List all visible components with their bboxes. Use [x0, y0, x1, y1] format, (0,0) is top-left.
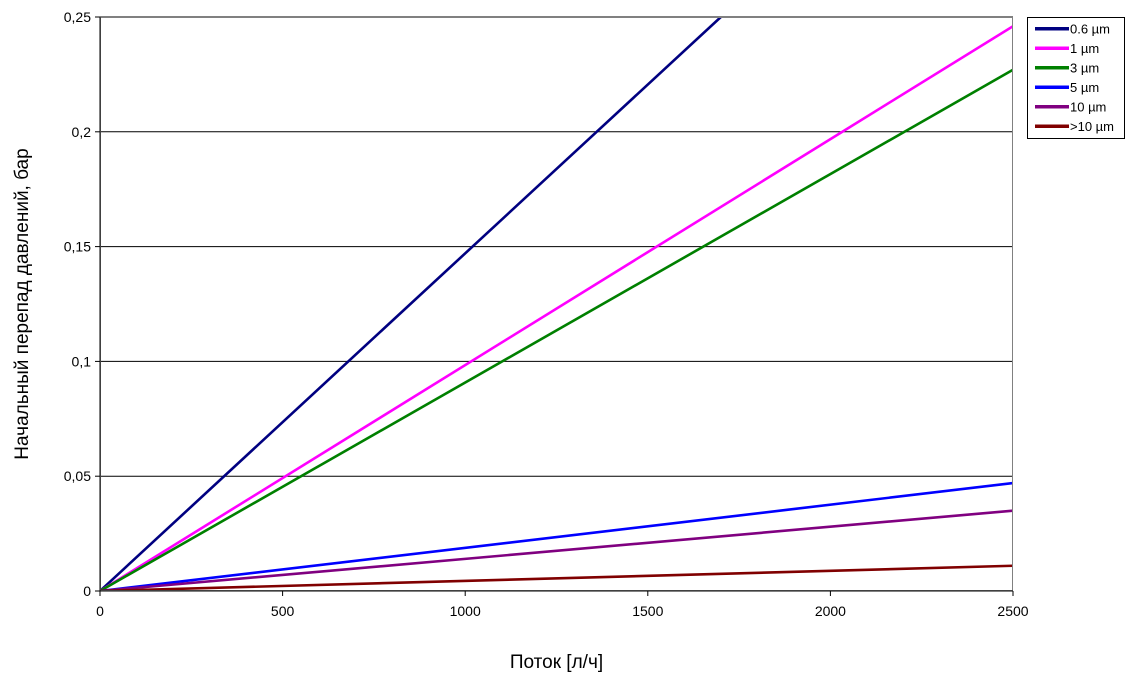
y-tick-label: 0,15	[64, 239, 91, 255]
axes: 0 500 1000 1500 2000 2500 0 0,05 0,1 0,15 0,2 0,25	[64, 9, 1029, 619]
legend-label: 10 µm	[1070, 99, 1106, 114]
legend-label: 3 µm	[1070, 60, 1099, 75]
y-tick-label: 0	[83, 583, 91, 599]
legend: 0.6 µm 1 µm 3 µm 5 µm 10 µm >10 µm	[1027, 17, 1125, 139]
x-tick-label: 0	[96, 603, 104, 619]
x-tick-label: 2000	[815, 603, 846, 619]
legend-label: >10 µm	[1070, 119, 1114, 134]
x-axis-title: Поток [л/ч]	[510, 652, 603, 673]
x-tick-label: 500	[271, 603, 295, 619]
series-line	[100, 564, 1013, 591]
legend-box	[1027, 17, 1125, 139]
legend-label: 5 µm	[1070, 80, 1099, 95]
x-tick-label: 2500	[997, 603, 1028, 619]
legend-label: 0.6 µm	[1070, 21, 1110, 36]
series-line	[100, 25, 1013, 591]
y-tick-label: 0,25	[64, 9, 91, 25]
y-tick-label: 0,2	[72, 124, 92, 140]
y-tick-label: 0,05	[64, 468, 91, 484]
plot-area	[100, 16, 1013, 591]
series-line	[100, 481, 1013, 591]
series-line	[100, 17, 722, 591]
y-tick-label: 0,1	[72, 353, 92, 369]
series-line	[100, 509, 1013, 591]
legend-label: 1 µm	[1070, 41, 1099, 56]
series-line	[100, 68, 1013, 591]
x-tick-label: 1500	[632, 603, 663, 619]
x-tick-label: 1000	[450, 603, 481, 619]
y-axis-title: Начальный перепад давлений, бар	[12, 148, 33, 459]
